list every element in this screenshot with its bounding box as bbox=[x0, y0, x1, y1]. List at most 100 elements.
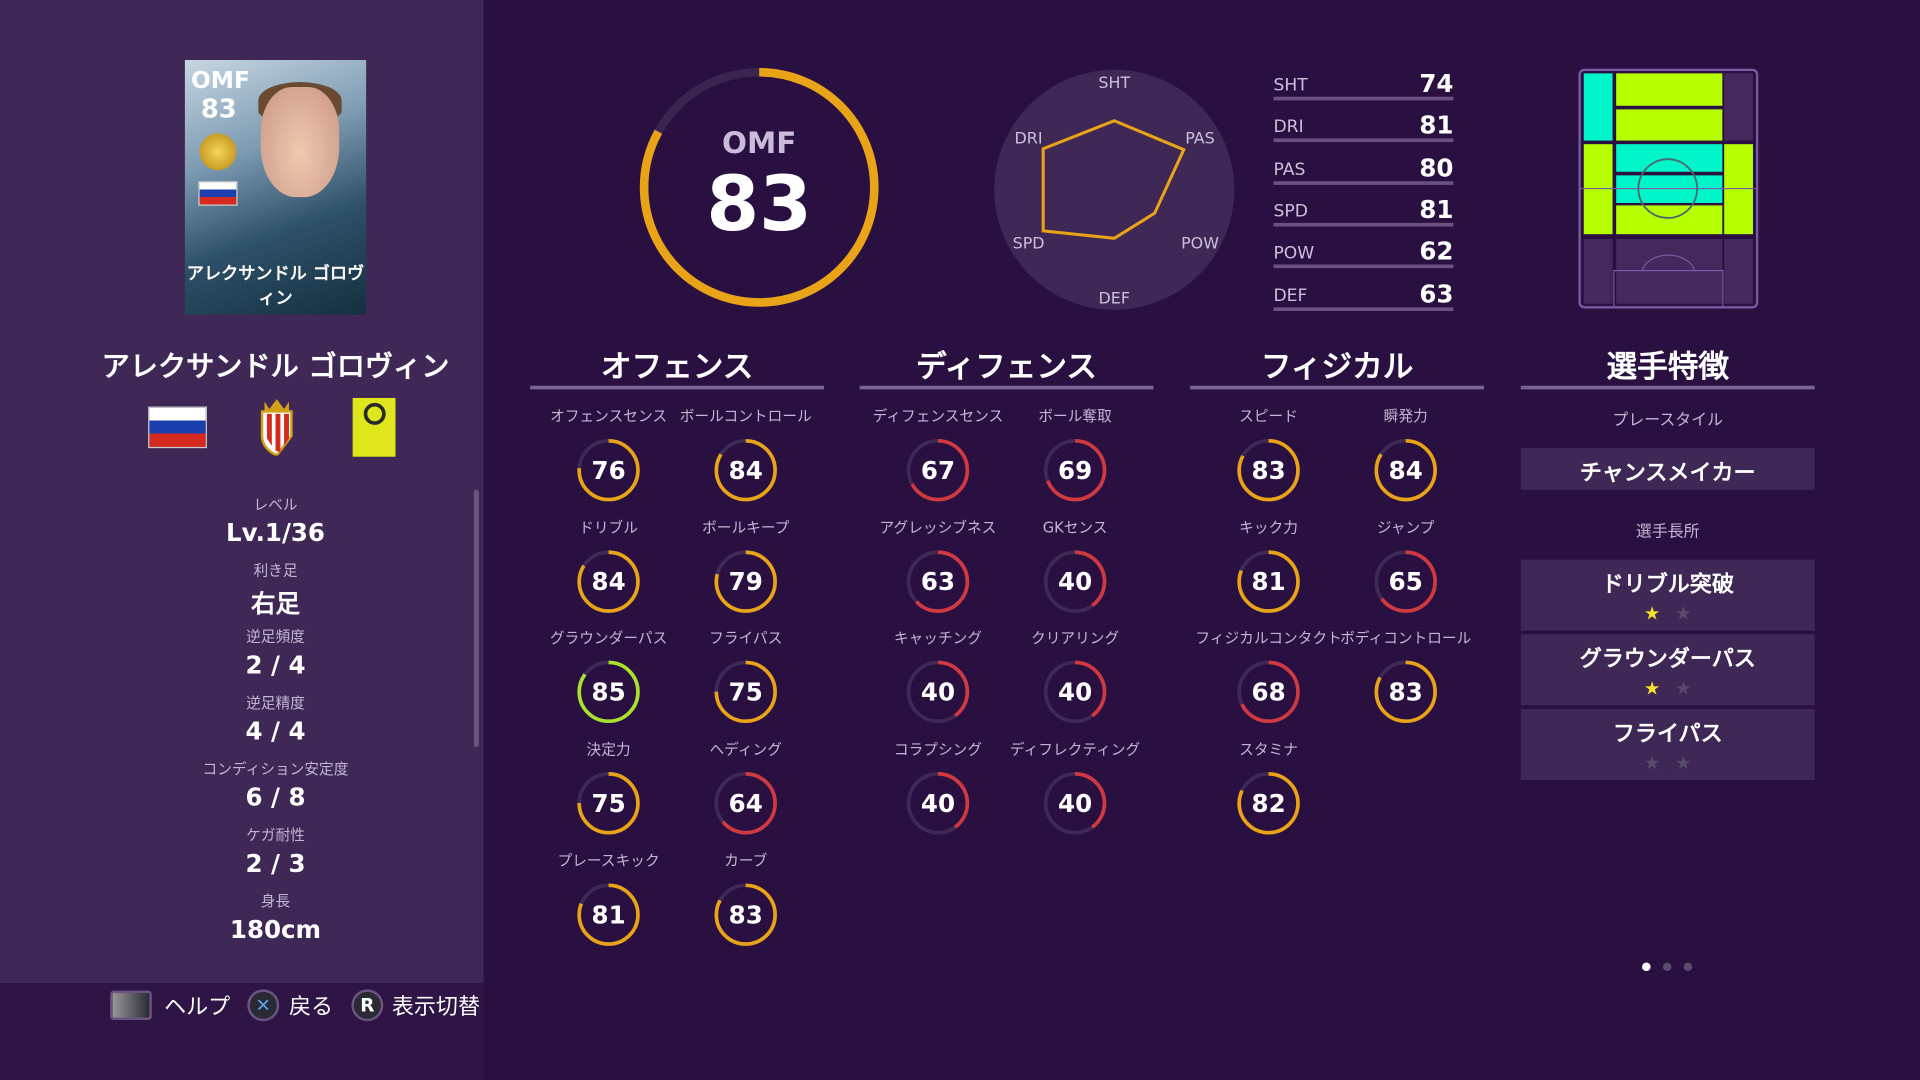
info-label: ケガ耐性 bbox=[246, 826, 305, 844]
side-panel-scrollbar[interactable] bbox=[473, 489, 479, 747]
summary-stat-label: SHT bbox=[1273, 75, 1308, 96]
section-divider bbox=[1190, 385, 1485, 390]
stat-gauge-fill bbox=[1374, 661, 1437, 724]
stat-gauge bbox=[1374, 550, 1437, 613]
info-value: 6 / 8 bbox=[245, 782, 306, 812]
stat-label: コラプシング bbox=[893, 740, 983, 759]
stat-label: フライパス bbox=[709, 629, 783, 648]
stat-label: プレースキック bbox=[557, 851, 660, 870]
stat-value: 63 bbox=[920, 566, 956, 596]
info-label: 逆足頻度 bbox=[246, 628, 305, 646]
back-button[interactable]: 戻る bbox=[288, 994, 334, 1021]
stat-value: 40 bbox=[1058, 566, 1093, 596]
stat-value: 81 bbox=[591, 899, 626, 930]
info-value: 4 / 4 bbox=[245, 716, 306, 746]
strength-stars: ★ ★ bbox=[1521, 676, 1815, 699]
stat-gauge-fill bbox=[1043, 661, 1107, 724]
pitch-zone bbox=[1616, 144, 1723, 172]
stat-gauge-fill bbox=[1043, 438, 1107, 502]
stat-value: 84 bbox=[591, 566, 626, 596]
stat-gauge bbox=[1374, 438, 1437, 502]
section-header: フィジカル bbox=[1260, 348, 1414, 385]
stat-gauge-fill bbox=[714, 661, 777, 724]
strength-name: フライパス bbox=[1612, 721, 1723, 747]
stat-gauge bbox=[577, 661, 640, 724]
info-label: 身長 bbox=[260, 892, 291, 910]
traits-header: 選手特徴 bbox=[1606, 348, 1729, 385]
page-indicator-dot[interactable] bbox=[1683, 962, 1693, 972]
stat-value: 68 bbox=[1251, 677, 1286, 708]
stat-gauge-fill bbox=[1043, 550, 1107, 613]
strength-item[interactable]: フライパス ★ ★ bbox=[1520, 708, 1815, 781]
stat-value: 84 bbox=[728, 455, 763, 485]
summary-stat-label: POW bbox=[1273, 243, 1315, 264]
page-indicator-dot[interactable] bbox=[1642, 962, 1651, 972]
cross-button-icon[interactable]: ✕ bbox=[247, 989, 280, 1022]
stat-label: キック力 bbox=[1239, 518, 1298, 536]
stat-label: GKセンス bbox=[1042, 518, 1108, 536]
overall-gauge bbox=[639, 67, 879, 307]
info-value: 180cm bbox=[229, 914, 322, 945]
stat-label: ドリブル bbox=[579, 518, 638, 536]
info-label: 利き足 bbox=[253, 562, 298, 580]
stat-value: 84 bbox=[1388, 455, 1423, 485]
overall-gauge-fill bbox=[639, 67, 879, 307]
overall-rating: 83 bbox=[706, 159, 813, 249]
summary-stat-value: 81 bbox=[1419, 194, 1454, 224]
stat-gauge bbox=[1043, 661, 1107, 724]
touchpad-icon[interactable] bbox=[110, 990, 152, 1021]
summary-stat-value: 63 bbox=[1419, 278, 1454, 308]
stat-gauge bbox=[577, 550, 640, 613]
star-icon: ★ bbox=[1643, 677, 1661, 700]
league-logo-icon bbox=[352, 397, 396, 457]
stat-label: クリアリング bbox=[1031, 629, 1120, 648]
stat-label: グラウンダーパス bbox=[549, 629, 668, 648]
section-header: オフェンス bbox=[600, 348, 754, 385]
stat-gauge-fill bbox=[714, 550, 777, 613]
stat-gauge bbox=[1237, 550, 1300, 613]
stat-gauge-fill bbox=[714, 438, 777, 502]
stat-value: 76 bbox=[591, 455, 626, 485]
russia-flag-icon bbox=[198, 181, 238, 206]
stat-gauge bbox=[577, 438, 640, 502]
stat-label: ボールキープ bbox=[702, 518, 790, 536]
r-button-icon[interactable]: R bbox=[351, 989, 384, 1022]
card-position: OMF bbox=[191, 67, 250, 95]
stat-gauge-fill bbox=[1043, 772, 1107, 835]
toggle-view-button[interactable]: 表示切替 bbox=[391, 994, 481, 1021]
stat-gauge bbox=[714, 661, 777, 724]
stat-value: 83 bbox=[1388, 677, 1423, 708]
strength-name: ドリブル突破 bbox=[1601, 571, 1734, 598]
summary-stat-underline bbox=[1273, 222, 1454, 227]
section-divider bbox=[530, 385, 825, 390]
strength-item[interactable]: グラウンダーパス ★ ★ bbox=[1520, 634, 1815, 706]
stat-gauge-fill bbox=[714, 883, 777, 946]
help-button[interactable]: ヘルプ bbox=[164, 994, 231, 1021]
stat-gauge bbox=[1374, 661, 1437, 724]
stat-value: 40 bbox=[1058, 677, 1093, 708]
info-label: レベル bbox=[253, 495, 298, 514]
info-value: 2 / 4 bbox=[245, 650, 306, 680]
star-icon: ★ bbox=[1675, 602, 1692, 625]
player-type-badge-icon bbox=[199, 133, 237, 171]
info-label: コンディション安定度 bbox=[202, 760, 349, 778]
summary-stat-underline bbox=[1273, 264, 1454, 269]
stat-gauge-fill bbox=[1237, 661, 1300, 724]
summary-stat-underline bbox=[1273, 96, 1454, 101]
stat-gauge bbox=[1237, 661, 1300, 724]
radar-polygon bbox=[1041, 119, 1186, 240]
summary-stat-value: 80 bbox=[1419, 152, 1454, 182]
playstyle-box[interactable]: チャンスメイカー bbox=[1520, 448, 1815, 490]
player-photo bbox=[260, 86, 340, 198]
stat-gauge-fill bbox=[1374, 438, 1437, 502]
strength-item[interactable]: ドリブル突破 ★ ★ bbox=[1520, 559, 1815, 631]
stat-gauge bbox=[714, 438, 777, 502]
strengths-label: 選手長所 bbox=[1635, 522, 1700, 542]
nationality-flag-icon bbox=[148, 406, 207, 449]
page-indicator-dot[interactable] bbox=[1662, 962, 1672, 972]
stat-gauge bbox=[1043, 550, 1107, 613]
strength-name: グラウンダーパス bbox=[1579, 646, 1756, 673]
stat-gauge bbox=[906, 438, 970, 502]
stat-label: ディフレクティング bbox=[1009, 740, 1141, 759]
card-player-name: アレクサンドル ゴロヴィン bbox=[186, 264, 365, 309]
